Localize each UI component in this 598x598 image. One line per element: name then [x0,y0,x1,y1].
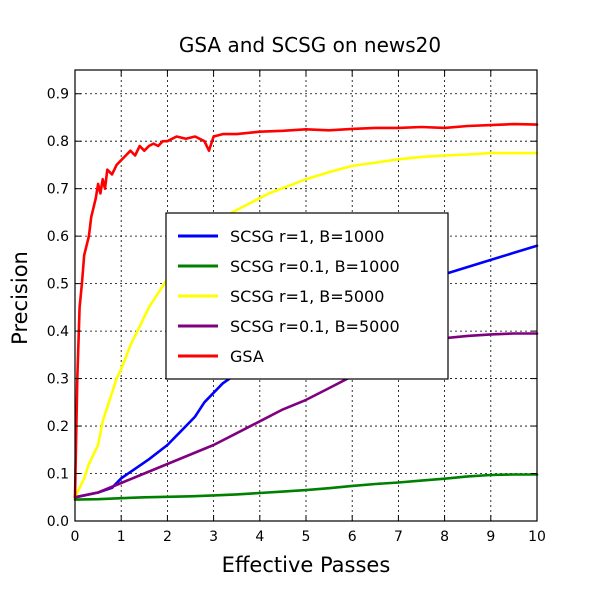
series-line [73,122,539,499]
x-tick-label: 3 [209,529,218,545]
legend-label: SCSG r=0.1, B=1000 [230,257,400,276]
x-tick-label: 0 [71,529,80,545]
y-tick-label: 0.6 [47,229,69,245]
x-axis-ticks: 0 1 2 3 4 5 6 7 8 9 10 [71,70,546,545]
chart-title: GSA and SCSG on news20 [179,33,441,57]
legend-item: SCSG r=1, B=1000 [178,227,384,246]
x-tick-label: 10 [528,529,546,545]
x-tick-label: 9 [486,529,495,545]
legend-item: SCSG r=1, B=5000 [178,287,384,306]
x-tick-label: 7 [394,529,403,545]
series-line [73,332,539,499]
legend: SCSG r=1, B=1000 SCSG r=0.1, B=1000 SCSG r… [165,212,449,380]
series-1 [73,473,539,501]
legend-item: SCSG r=0.1, B=5000 [178,317,400,336]
legend-label: GSA [230,347,264,366]
series-line [73,473,539,501]
y-tick-label: 0.5 [47,277,69,293]
y-tick-label: 0.9 [47,87,69,103]
y-tick-label: 0.4 [47,324,69,340]
x-tick-label: 5 [302,529,311,545]
x-tick-label: 2 [163,529,172,545]
legend-label: SCSG r=1, B=5000 [230,287,384,306]
legend-label: SCSG r=1, B=1000 [230,227,384,246]
y-tick-label: 0.3 [47,372,69,388]
y-tick-label: 0.8 [47,134,69,150]
x-tick-label: 4 [255,529,264,545]
legend-label: SCSG r=0.1, B=5000 [230,317,400,336]
x-tick-label: 8 [440,529,449,545]
y-tick-label: 0.7 [47,182,69,198]
y-axis-ticks: 0.0 0.1 0.2 0.3 0.4 0.5 0.6 0.7 0.8 0.9 [47,87,537,530]
x-tick-label: 6 [348,529,357,545]
y-tick-label: 0.1 [47,467,69,483]
x-axis-label: Effective Passes [222,553,391,577]
series-3 [73,332,539,499]
legend-item: GSA [178,347,264,366]
series-4 [73,122,539,499]
x-tick-label: 1 [117,529,126,545]
legend-item: SCSG r=0.1, B=1000 [178,257,400,276]
y-axis-label: Precision [8,251,32,345]
y-tick-label: 0.2 [47,419,69,435]
y-tick-label: 0.0 [47,514,69,530]
